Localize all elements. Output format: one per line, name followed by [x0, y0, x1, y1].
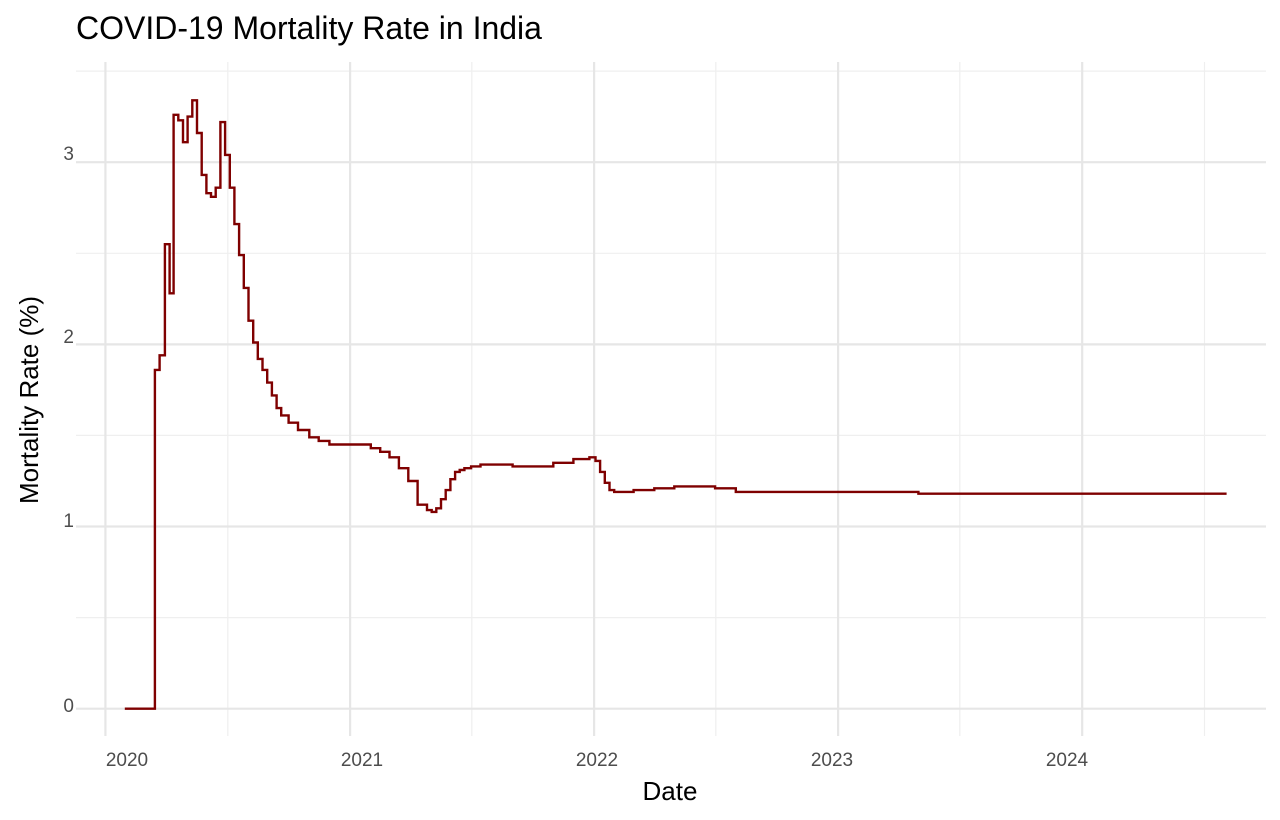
x-tick-label-2021: 2021 — [341, 750, 383, 771]
x-tick-label-2022: 2022 — [576, 750, 618, 771]
series-layer — [124, 99, 1227, 710]
x-axis-title: Date — [643, 776, 698, 806]
x-tick-label-2020: 2020 — [106, 750, 148, 771]
y-tick-label-3: 3 — [63, 144, 74, 165]
y-tick-label-1: 1 — [63, 511, 74, 532]
grid-lines — [76, 62, 1266, 736]
chart-title: COVID-19 Mortality Rate in India — [76, 10, 542, 46]
x-tick-label-2023: 2023 — [811, 750, 853, 771]
x-tick-label-2024: 2024 — [1046, 750, 1089, 771]
y-axis-title: Mortality Rate (%) — [14, 296, 44, 504]
y-tick-label-2: 2 — [63, 327, 74, 348]
y-tick-label-0: 0 — [63, 696, 74, 717]
mortality-rate-line — [124, 99, 1227, 710]
